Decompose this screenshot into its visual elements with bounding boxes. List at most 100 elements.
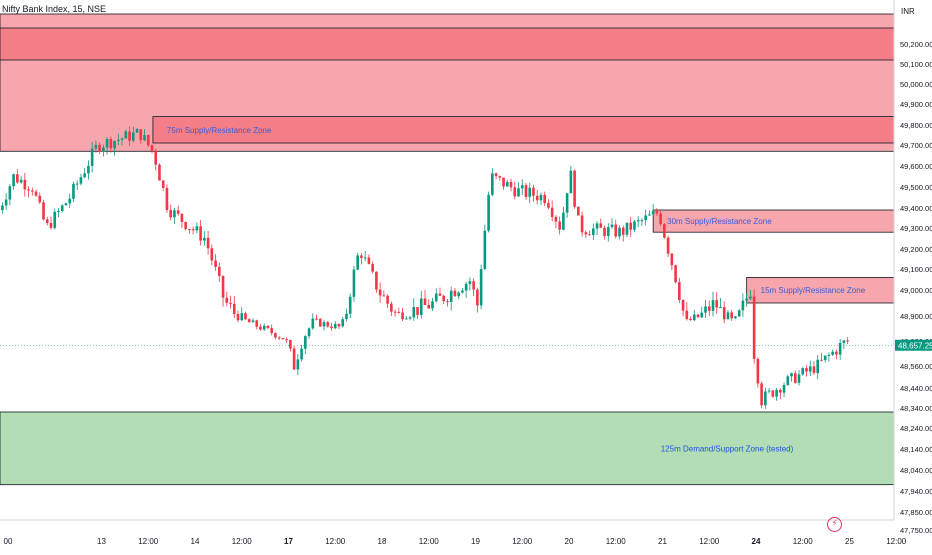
- candle-body: [734, 316, 737, 319]
- candle-body: [225, 297, 229, 303]
- zone-demand-5[interactable]: [0, 411, 895, 486]
- candle-body: [692, 314, 696, 321]
- candle-body: [846, 340, 849, 342]
- zone-label-5: 125m Demand/Support Zone (tested): [661, 444, 794, 453]
- lightning-icon[interactable]: ⚡: [827, 517, 842, 532]
- candle-body: [618, 227, 621, 237]
- candle-body: [87, 165, 90, 174]
- candle-body: [696, 314, 700, 318]
- price-tick-label: 48,560.00: [900, 362, 932, 371]
- zone-supply_dark-2[interactable]: [152, 116, 895, 144]
- candle-body: [782, 385, 786, 393]
- candle-body: [79, 177, 83, 184]
- price-tick-label: 49,800.00: [900, 121, 932, 130]
- candle-body: [285, 339, 288, 341]
- price-tick-label: 50,200.00: [900, 40, 932, 49]
- candle-body: [509, 182, 513, 188]
- candle-body: [842, 340, 846, 343]
- candle-body: [131, 132, 135, 141]
- price-tick-label: 48,900.00: [900, 312, 932, 321]
- price-tick-label: 49,900.00: [900, 100, 932, 109]
- time-tick-label: 00: [4, 537, 13, 546]
- candle-body: [558, 221, 561, 230]
- candle-body: [161, 180, 165, 188]
- zone-supply_dark-1[interactable]: [0, 27, 895, 61]
- candle-body: [816, 359, 820, 374]
- candle-body: [274, 333, 277, 338]
- candle-body: [262, 325, 266, 330]
- time-axis[interactable]: 00 13 12:00 14 12:00 17 12:00 18 12:00 19 12:00 20 1…: [0, 519, 907, 546]
- candle-body: [326, 322, 330, 327]
- candle-body: [419, 298, 423, 315]
- candle-body: [520, 185, 524, 189]
- candle-body: [356, 255, 359, 270]
- candle-body: [614, 224, 618, 237]
- candle-body: [805, 368, 808, 372]
- candle-body: [793, 373, 797, 383]
- zone-label-4: 15m Supply/Resistance Zone: [761, 286, 866, 295]
- candle-body: [427, 304, 431, 309]
- price-axis[interactable]: INR 50,200.00 50,100.00 50,000.00 49,900.00…: [893, 0, 932, 550]
- candle-body: [16, 174, 19, 183]
- candle-body: [592, 228, 595, 236]
- candle-body: [700, 312, 704, 318]
- candle-body: [745, 298, 748, 301]
- candle-body: [19, 179, 23, 183]
- candle-body: [659, 213, 662, 225]
- candle-body: [838, 342, 842, 355]
- candle-body: [4, 199, 8, 206]
- candle-body: [569, 170, 573, 194]
- candle-body: [547, 203, 550, 208]
- candle-body: [221, 275, 225, 298]
- candle-body: [771, 390, 775, 397]
- candle-body: [255, 320, 259, 327]
- candle-body: [34, 191, 38, 196]
- candle-body: [416, 307, 419, 315]
- candle-body: [31, 190, 34, 192]
- candle-body: [94, 144, 98, 149]
- candle-body: [779, 389, 782, 393]
- candle-body: [180, 213, 184, 222]
- candle-body: [633, 221, 636, 230]
- candle-body: [580, 215, 584, 233]
- candle-body: [775, 389, 778, 397]
- price-tick-label: 48,240.00: [900, 424, 932, 433]
- candle-body: [760, 383, 763, 406]
- price-tick-label: 48,340.00: [900, 404, 932, 413]
- candle-body: [49, 222, 53, 228]
- time-tick-label: 12:00: [793, 537, 814, 546]
- candle-body: [113, 141, 116, 149]
- candle-body: [715, 300, 719, 308]
- zone-label-2: 75m Supply/Resistance Zone: [167, 126, 272, 135]
- candle-body: [786, 376, 790, 386]
- candle-body: [524, 185, 528, 197]
- zone-supply-4[interactable]: [746, 276, 895, 304]
- candle-body: [674, 265, 677, 283]
- candle-body: [139, 129, 143, 141]
- candle-body: [128, 131, 131, 141]
- candle-body: [64, 203, 68, 206]
- candle-body: [315, 318, 318, 320]
- candle-body: [98, 144, 101, 152]
- candle-body: [648, 214, 651, 216]
- candle-body: [176, 210, 180, 214]
- candle-body: [595, 223, 599, 229]
- candle-body: [412, 307, 416, 318]
- price-tick-label: 48,140.00: [900, 445, 932, 454]
- candle-body: [199, 226, 202, 241]
- candle-body: [528, 187, 532, 197]
- last-price-badge: [895, 339, 932, 351]
- candle-body: [266, 325, 270, 329]
- candle-body: [322, 322, 326, 327]
- price-tick-label: 49,100.00: [900, 265, 932, 274]
- candle-body: [375, 271, 378, 290]
- price-tick-label: 50,000.00: [900, 80, 932, 89]
- candle-body: [304, 336, 307, 349]
- time-tick-label: 20: [565, 537, 574, 546]
- candle-body: [554, 216, 558, 222]
- candle-body: [726, 312, 730, 320]
- candle-body: [562, 212, 565, 230]
- candle-body: [670, 253, 674, 266]
